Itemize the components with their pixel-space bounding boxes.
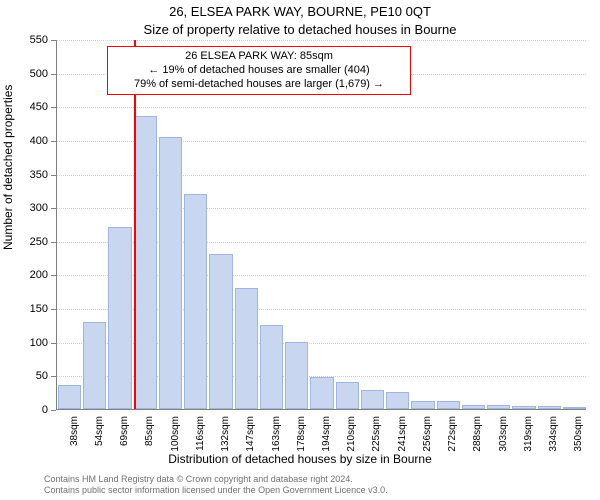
bar	[487, 405, 510, 409]
bar	[235, 288, 258, 409]
attribution: Contains HM Land Registry data © Crown c…	[44, 474, 388, 497]
attribution-line1: Contains HM Land Registry data © Crown c…	[44, 474, 388, 485]
y-tick-label: 400	[0, 135, 48, 147]
annotation-line1: 26 ELSEA PARK WAY: 85sqm	[114, 50, 404, 64]
y-tick-label: 100	[0, 337, 48, 349]
bar	[260, 325, 283, 409]
y-tick-label: 200	[0, 269, 48, 281]
y-tick-mark	[51, 208, 56, 209]
bar	[285, 342, 308, 409]
attribution-line2: Contains public sector information licen…	[44, 485, 388, 496]
annotation-box: 26 ELSEA PARK WAY: 85sqm ← 19% of detach…	[107, 46, 411, 95]
chart-subtitle: Size of property relative to detached ho…	[0, 22, 600, 37]
y-tick-label: 500	[0, 68, 48, 80]
chart-title: 26, ELSEA PARK WAY, BOURNE, PE10 0QT	[0, 4, 600, 19]
bar	[184, 194, 207, 409]
bar	[108, 227, 131, 409]
bar	[437, 401, 460, 409]
bar	[512, 406, 535, 409]
bar	[361, 390, 384, 409]
y-tick-label: 450	[0, 101, 48, 113]
marker-line	[134, 40, 136, 409]
y-tick-label: 0	[0, 404, 48, 416]
y-tick-mark	[51, 343, 56, 344]
bar	[336, 382, 359, 409]
annotation-line2: ← 19% of detached houses are smaller (40…	[114, 64, 404, 78]
y-tick-label: 250	[0, 236, 48, 248]
bar	[58, 385, 81, 409]
y-tick-label: 550	[0, 34, 48, 46]
y-tick-label: 150	[0, 303, 48, 315]
chart-container: 26, ELSEA PARK WAY, BOURNE, PE10 0QT Siz…	[0, 0, 600, 500]
annotation-line3: 79% of semi-detached houses are larger (…	[114, 78, 404, 92]
y-tick-mark	[51, 107, 56, 108]
bars	[57, 40, 586, 409]
bar	[310, 377, 333, 409]
bar	[563, 407, 586, 409]
y-tick-label: 50	[0, 370, 48, 382]
bar	[209, 254, 232, 409]
bar	[386, 392, 409, 409]
y-tick-label: 350	[0, 169, 48, 181]
plot-area: 26 ELSEA PARK WAY: 85sqm ← 19% of detach…	[56, 40, 586, 410]
y-tick-mark	[51, 242, 56, 243]
y-tick-mark	[51, 410, 56, 411]
bar	[83, 322, 106, 409]
bar	[411, 401, 434, 409]
y-tick-mark	[51, 40, 56, 41]
y-tick-mark	[51, 309, 56, 310]
y-tick-label: 300	[0, 202, 48, 214]
bar	[159, 137, 182, 409]
bar	[538, 406, 561, 409]
x-axis-label: Distribution of detached houses by size …	[0, 452, 600, 466]
y-tick-mark	[51, 141, 56, 142]
bar	[134, 116, 157, 409]
y-tick-mark	[51, 275, 56, 276]
y-tick-mark	[51, 376, 56, 377]
y-tick-mark	[51, 74, 56, 75]
y-tick-mark	[51, 175, 56, 176]
bar	[462, 405, 485, 409]
